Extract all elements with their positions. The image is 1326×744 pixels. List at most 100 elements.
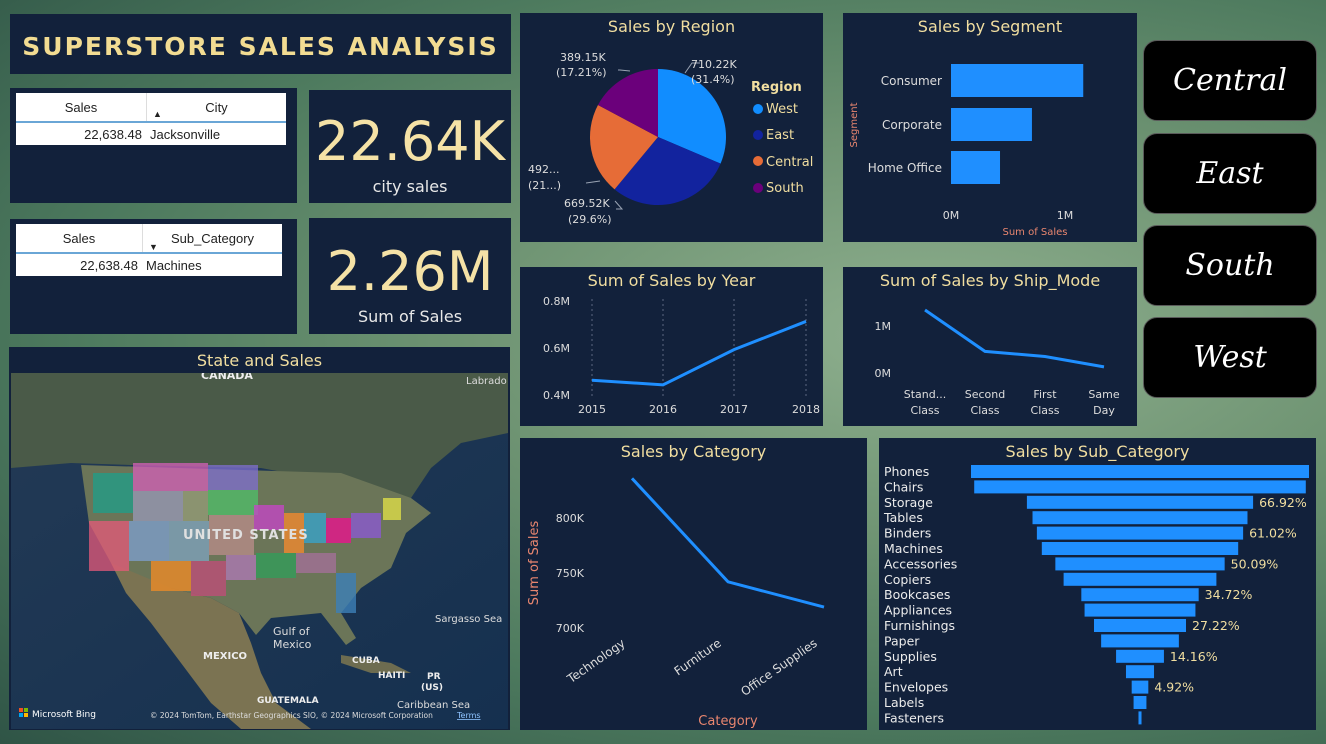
funnel-bar[interactable] — [1036, 526, 1244, 540]
region-pie-chart[interactable]: 710.22K (31.4%) 389.15K (17.21%) 492... … — [520, 13, 823, 242]
y-tick: 0M — [875, 367, 892, 380]
state-region[interactable] — [133, 463, 208, 491]
legend-item[interactable]: East — [766, 128, 794, 143]
funnel-bar[interactable] — [1131, 680, 1149, 694]
col-header-sales[interactable]: Sales — [64, 99, 98, 115]
category-series-line[interactable] — [630, 477, 825, 609]
category-chart-title: Sales by Category — [620, 442, 767, 461]
funnel-bar[interactable] — [1084, 603, 1196, 617]
funnel-bar[interactable] — [971, 465, 1309, 478]
col-header-sales[interactable]: Sales — [62, 230, 96, 246]
y-axis-title: Segment — [849, 102, 860, 147]
state-region[interactable] — [89, 521, 129, 571]
segment-chart-panel: Sales by Segment Segment Consumer Corpor… — [843, 13, 1137, 242]
slicer-south-button[interactable]: South — [1143, 225, 1317, 306]
slicer-east-button[interactable]: East — [1143, 133, 1317, 214]
table-row[interactable]: 22,638.48 Jacksonville — [16, 123, 286, 145]
state-region[interactable] — [304, 513, 326, 543]
year-series-line[interactable] — [591, 320, 807, 387]
microsoft-logo-icon — [19, 708, 23, 712]
slicer-west-button[interactable]: West — [1143, 317, 1317, 398]
state-region[interactable] — [183, 491, 208, 521]
map-copyright: © 2024 TomTom, Earthstar Geographics SIO… — [150, 711, 433, 720]
state-region[interactable] — [254, 505, 284, 530]
sales-cell: 22,638.48 — [80, 257, 138, 273]
year-line-chart[interactable]: 0.8M 0.6M 0.4M 2015 2016 2017 2018 — [520, 267, 823, 426]
pie-slice-central[interactable] — [590, 105, 658, 190]
col-header-subcategory[interactable]: ▼ Sub_Category — [142, 224, 282, 252]
legend-item[interactable]: South — [766, 181, 804, 196]
x-tick: 0M — [943, 209, 960, 222]
state-region[interactable] — [226, 555, 256, 580]
year-chart-title: Sum of Sales by Year — [587, 271, 756, 290]
state-sales-map[interactable]: CANADA Labrado UNITED STATES Gulf of Mex… — [11, 373, 508, 729]
data-label: 27.22% — [1192, 618, 1240, 633]
funnel-bar[interactable] — [1032, 511, 1248, 525]
funnel-bar[interactable] — [1125, 665, 1155, 679]
state-region[interactable] — [326, 518, 351, 543]
subcat-table-panel: Sales ▼ Sub_Category 22,638.48 Machines — [10, 219, 297, 334]
funnel-bar[interactable] — [1041, 542, 1239, 555]
subcategory-chart-panel: Sales by Sub_Category Phones Chairs Storag… — [879, 438, 1316, 730]
state-region[interactable] — [151, 561, 191, 591]
funnel-bar[interactable] — [1138, 711, 1142, 725]
category-label: Chairs — [884, 479, 923, 494]
y-axis-title: Sum of Sales — [527, 521, 542, 606]
funnel-bar[interactable] — [1133, 696, 1147, 709]
state-region[interactable] — [336, 573, 356, 613]
state-region[interactable] — [383, 498, 401, 520]
slicer-central-button[interactable]: Central — [1143, 40, 1317, 121]
region-chart-title: Sales by Region — [607, 17, 736, 36]
segment-bar[interactable] — [951, 151, 1001, 184]
state-region[interactable] — [93, 473, 133, 513]
table-row[interactable]: 22,638.48 Machines — [16, 254, 282, 276]
funnel-bar[interactable] — [1055, 557, 1225, 571]
state-region[interactable] — [208, 465, 258, 490]
x-tick: 2018 — [792, 403, 820, 416]
segment-bar[interactable] — [951, 108, 1032, 141]
funnel-bar[interactable] — [1116, 649, 1164, 663]
state-region[interactable] — [284, 513, 304, 553]
legend-item[interactable]: West — [766, 102, 798, 117]
y-tick: 800K — [556, 512, 585, 525]
segment-bar[interactable] — [951, 64, 1084, 97]
pie-slice-west[interactable] — [658, 69, 726, 164]
col-header-city[interactable]: ▲ City — [146, 93, 286, 121]
shipmode-line-chart[interactable]: 1M 0M Stand... Class Second Class First … — [843, 267, 1137, 426]
funnel-bar[interactable] — [1101, 634, 1179, 648]
state-region[interactable] — [208, 490, 258, 515]
state-region[interactable] — [133, 491, 183, 521]
state-region[interactable] — [129, 521, 169, 561]
funnel-bar[interactable] — [1063, 572, 1217, 586]
pie-slice-east[interactable] — [614, 137, 721, 205]
category-label: Binders — [884, 526, 931, 541]
segment-bar-chart[interactable]: Segment Consumer Corporate Home Office 0… — [843, 13, 1137, 242]
funnel-bar[interactable] — [1081, 588, 1199, 602]
state-region[interactable] — [169, 521, 209, 561]
city-table[interactable]: Sales ▲ City 22,638.48 Jacksonville — [16, 93, 286, 145]
subcategory-table[interactable]: Sales ▼ Sub_Category 22,638.48 Machines — [16, 224, 282, 276]
map-terms-link[interactable]: Terms — [456, 711, 481, 720]
funnel-bar[interactable] — [974, 480, 1306, 494]
data-label: 61.02% — [1249, 526, 1297, 541]
pie-slice-south[interactable] — [597, 69, 658, 137]
category-line-chart[interactable]: Sum of Sales 800K 750K 700K Technology F… — [520, 438, 867, 730]
state-region[interactable] — [209, 515, 254, 555]
bing-attribution: Microsoft Bing — [32, 710, 96, 720]
microsoft-logo-icon — [24, 708, 28, 712]
category-label: Paper — [884, 633, 920, 648]
sales-cell: 22,638.48 — [84, 126, 142, 142]
x-tick: Stand... — [904, 388, 946, 401]
funnel-bar[interactable] — [1093, 619, 1187, 632]
state-region[interactable] — [351, 513, 381, 538]
state-region[interactable] — [256, 553, 296, 578]
legend[interactable]: West East Central South — [753, 102, 813, 196]
state-region[interactable] — [191, 561, 226, 596]
funnel-bar[interactable] — [1026, 495, 1254, 509]
legend-item[interactable]: Central — [766, 155, 813, 170]
shipmode-series-line[interactable] — [924, 308, 1105, 369]
city-cell: Jacksonville — [150, 126, 221, 142]
state-region[interactable] — [296, 553, 336, 573]
y-tick: 750K — [556, 567, 585, 580]
